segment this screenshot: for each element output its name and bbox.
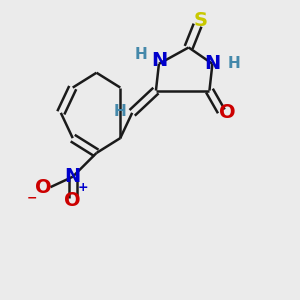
Text: −: −: [27, 192, 37, 205]
Text: N: N: [151, 51, 167, 70]
Text: O: O: [64, 191, 81, 210]
Text: H: H: [134, 47, 147, 62]
Text: N: N: [204, 54, 220, 73]
Text: H: H: [227, 56, 240, 71]
Text: H: H: [113, 104, 126, 119]
Text: S: S: [194, 11, 208, 30]
Text: N: N: [64, 167, 81, 186]
Text: O: O: [219, 103, 236, 122]
Text: O: O: [35, 178, 51, 197]
Text: +: +: [78, 181, 88, 194]
